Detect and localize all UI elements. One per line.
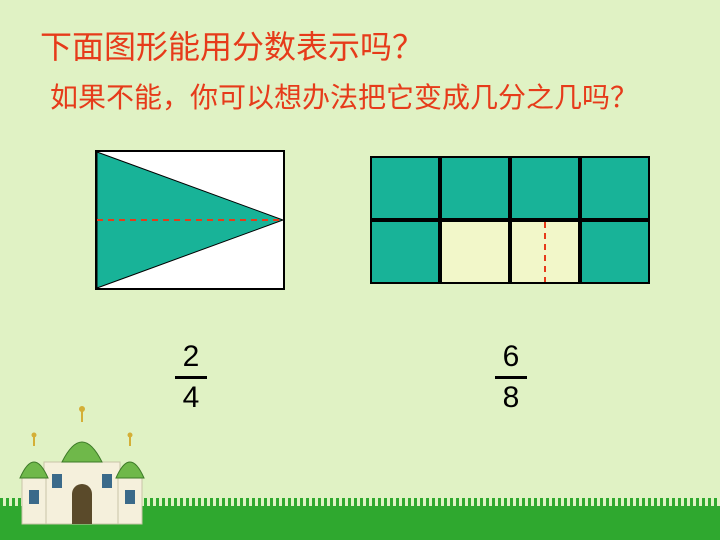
triangle-figure bbox=[95, 150, 285, 290]
question-line1: 下面图形能用分数表示吗？ bbox=[40, 22, 424, 68]
fraction-right: 6 8 bbox=[495, 340, 527, 415]
fraction-right-num: 6 bbox=[495, 340, 527, 374]
fraction-left-num: 2 bbox=[175, 340, 207, 374]
fraction-left-den: 4 bbox=[175, 381, 207, 415]
fraction-bar bbox=[495, 376, 527, 379]
grid-figure bbox=[370, 156, 650, 284]
fraction-bar bbox=[175, 376, 207, 379]
castle-icon bbox=[12, 402, 152, 532]
fraction-right-den: 8 bbox=[495, 381, 527, 415]
question-line2: 如果不能，你可以想办法把它变成几分之几吗？ bbox=[50, 76, 638, 116]
fraction-left: 2 4 bbox=[175, 340, 207, 415]
